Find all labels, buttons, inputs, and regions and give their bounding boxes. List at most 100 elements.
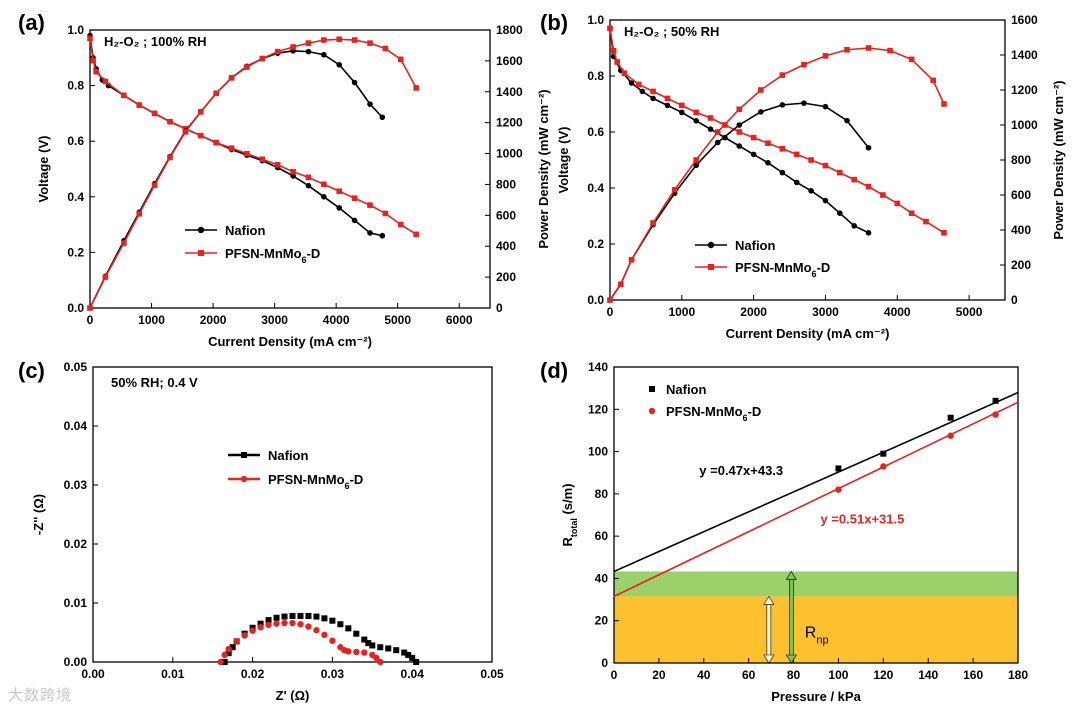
data-point <box>221 651 228 659</box>
data-point <box>765 160 771 166</box>
data-point <box>736 106 743 113</box>
data-point <box>385 645 392 652</box>
y2-tick-label: 1200 <box>496 116 523 130</box>
data-point <box>373 654 380 662</box>
data-point <box>281 619 288 627</box>
x-tick-label: 160 <box>963 668 983 682</box>
data-point <box>329 617 336 624</box>
series-line <box>609 28 945 234</box>
data-point <box>894 200 901 207</box>
y2-tick-label: 0 <box>496 301 503 315</box>
data-point <box>197 109 204 115</box>
series-line <box>89 50 383 309</box>
y-axis-label: Voltage (V) <box>556 127 571 194</box>
y2-tick-label: 0 <box>1011 293 1018 307</box>
data-point <box>297 621 304 628</box>
data-point <box>635 81 642 88</box>
data-point <box>714 129 721 135</box>
data-point <box>93 68 99 75</box>
y2-tick-label: 600 <box>496 208 516 222</box>
data-point <box>289 612 296 619</box>
data-point <box>750 134 757 141</box>
data-point <box>693 109 699 116</box>
data-point <box>758 87 764 93</box>
data-point <box>865 230 872 236</box>
data-point <box>693 118 699 124</box>
data-point <box>351 195 358 201</box>
data-point <box>289 619 296 627</box>
y-tick-label: 0.05 <box>64 360 88 374</box>
green-double-arrow <box>785 570 797 664</box>
data-point <box>290 44 296 50</box>
data-point <box>865 183 872 190</box>
arrow-shaft <box>766 603 772 657</box>
data-point <box>639 88 646 95</box>
y-axis-label: Voltage (V) <box>36 136 51 203</box>
y2-tick-label: 1000 <box>1011 118 1038 132</box>
data-point <box>822 53 829 59</box>
data-point <box>736 129 743 135</box>
data-point <box>377 644 384 651</box>
y-tick-label: 0.2 <box>587 237 604 251</box>
series-pfsn-voltage <box>607 25 947 236</box>
data-point <box>244 150 250 157</box>
legend: Nafion PFSN-MnMo6-D <box>228 448 363 491</box>
data-point <box>321 51 327 58</box>
y-tick-label: 0.6 <box>67 134 84 148</box>
data-point <box>229 644 236 651</box>
data-point <box>617 281 624 288</box>
data-point <box>393 647 400 654</box>
x-tick-label: 3000 <box>261 313 288 327</box>
arrow-head-up <box>785 570 797 580</box>
x-tick-label: 4000 <box>884 305 911 319</box>
series-line <box>89 38 417 309</box>
data-point <box>765 140 771 146</box>
data-point <box>750 151 757 158</box>
panel-letter: (a) <box>18 10 45 35</box>
legend-item-pfsn: PFSN-MnMo6-D <box>648 404 761 423</box>
data-point <box>664 102 671 109</box>
x-tick-label: 80 <box>787 668 801 682</box>
plot-frame <box>613 366 1019 664</box>
y2-axis-label: Power Density (mW cm⁻²) <box>536 89 551 248</box>
data-point <box>90 57 96 64</box>
watermark: 大数跨境 <box>8 686 73 704</box>
arrow-head-up <box>763 595 775 605</box>
data-point <box>808 157 814 163</box>
data-point <box>259 156 266 163</box>
x-tick-label: 2000 <box>200 313 227 327</box>
data-point <box>880 192 886 198</box>
legend-marker <box>240 475 248 483</box>
y-tick-label: 0.4 <box>67 190 84 204</box>
x-tick-label: 20 <box>652 668 666 682</box>
legend-item-nafion: Nafion <box>228 448 309 463</box>
legend: Nafion PFSN-MnMo6-D <box>185 223 320 265</box>
data-point <box>367 230 373 236</box>
y-tick-label: 0.00 <box>64 655 88 669</box>
y2-tick-label: 1000 <box>496 147 523 161</box>
plot-frame <box>92 366 493 663</box>
data-point <box>228 75 235 81</box>
legend-marker <box>197 226 205 234</box>
y-axis-label: -Z'' (Ω) <box>31 494 46 535</box>
data-point <box>257 623 264 631</box>
data-point <box>693 162 699 169</box>
chart-panel-a: (a)0 1000 2000 3000 4000 5000 60000.00.20.40.6… <box>18 10 551 349</box>
data-point <box>401 649 408 656</box>
legend: Nafion PFSN-MnMo6-D <box>695 238 830 279</box>
data-point <box>329 637 336 644</box>
legend-item-nafion: Nafion <box>185 223 266 238</box>
x-tick-label: 5000 <box>384 313 411 327</box>
plot-frame <box>609 19 1006 301</box>
data-point <box>377 658 384 666</box>
data-point <box>151 182 158 189</box>
data-point <box>844 117 850 124</box>
x-tick-label: 6000 <box>446 313 473 327</box>
data-point <box>351 217 358 224</box>
data-point <box>121 240 127 246</box>
data-point <box>213 139 219 146</box>
data-point <box>102 78 109 85</box>
y2-tick-label: 1200 <box>1011 83 1038 97</box>
y-tick-label: 0.4 <box>587 181 604 195</box>
y2-tick-label: 1400 <box>1011 48 1038 62</box>
